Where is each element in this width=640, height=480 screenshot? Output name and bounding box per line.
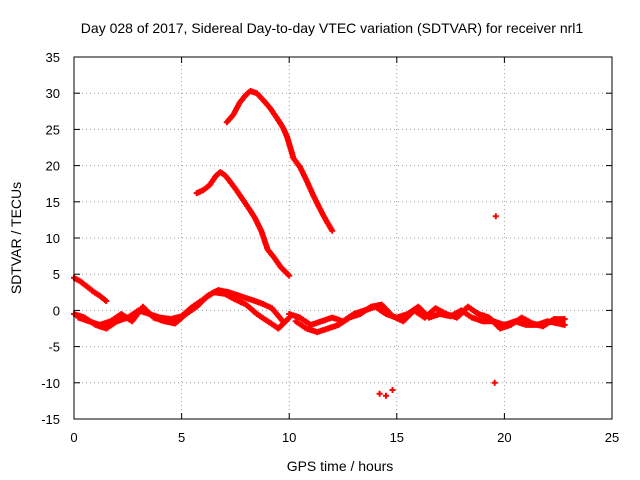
x-tick-label: 20: [497, 430, 511, 445]
data-point-markers: [376, 213, 499, 399]
y-tick-label: 5: [53, 267, 60, 282]
x-tick-label: 0: [70, 430, 77, 445]
x-axis-ticks: 0 5 10 15 20 25: [70, 57, 619, 445]
series-arc-high-1: [223, 88, 336, 234]
series-cluster-d: [292, 301, 568, 336]
x-tick-label: 25: [605, 430, 619, 445]
y-tick-label: 15: [46, 195, 60, 210]
series-isolated-points: [376, 213, 499, 399]
series-arc-start: [71, 274, 110, 304]
data-point-markers: [75, 287, 286, 328]
data-point-markers: [193, 169, 293, 279]
y-tick-label: 35: [46, 50, 60, 65]
chart-title: Day 028 of 2017, Sidereal Day-to-day VTE…: [81, 20, 584, 36]
data-point-markers: [292, 301, 568, 336]
x-tick-label: 10: [282, 430, 296, 445]
y-tick-label: -5: [48, 340, 60, 355]
grid-lines: [74, 57, 612, 419]
y-axis-label: SDTVAR / TECUs: [8, 182, 24, 294]
data-point-markers: [223, 88, 336, 234]
data-point-markers: [71, 274, 110, 304]
data-points: [71, 88, 568, 399]
y-tick-label: 0: [53, 303, 60, 318]
y-tick-label: -15: [41, 412, 60, 427]
x-tick-label: 15: [390, 430, 404, 445]
y-tick-label: 20: [46, 159, 60, 174]
x-axis-label: GPS time / hours: [287, 458, 394, 474]
y-tick-label: 30: [46, 86, 60, 101]
series-cluster-b: [75, 287, 286, 328]
series-arc-high-2: [193, 169, 293, 279]
x-tick-label: 5: [178, 430, 185, 445]
y-tick-label: -10: [41, 376, 60, 391]
y-tick-label: 25: [46, 122, 60, 137]
y-tick-label: 10: [46, 231, 60, 246]
y-axis-ticks: -15 -10 -5 0 5 10 15 20 25 30 35: [41, 50, 612, 427]
